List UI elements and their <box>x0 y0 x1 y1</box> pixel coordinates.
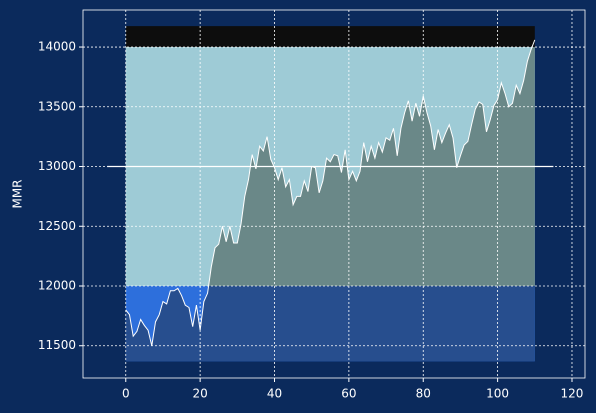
y-tick-label: 12000 <box>38 279 76 293</box>
x-tick-label: 120 <box>561 387 584 401</box>
y-tick-label: 11500 <box>38 338 76 352</box>
y-tick-label: 13000 <box>38 159 76 173</box>
x-tick-label: 100 <box>486 387 509 401</box>
rank-band <box>125 26 535 48</box>
plot-frame <box>82 9 586 379</box>
x-tick-label: 0 <box>122 387 130 401</box>
y-axis-label: MMR <box>11 179 25 208</box>
x-tick-label: 80 <box>416 387 431 401</box>
x-tick-label: 40 <box>267 387 282 401</box>
y-tick-label: 13500 <box>38 99 76 113</box>
area-below-line <box>125 286 535 362</box>
y-tick-label: 12500 <box>38 219 76 233</box>
mmr-line <box>125 39 536 346</box>
x-tick-label: 20 <box>192 387 207 401</box>
y-tick-label: 14000 <box>38 40 76 54</box>
x-tick-label: 60 <box>341 387 356 401</box>
